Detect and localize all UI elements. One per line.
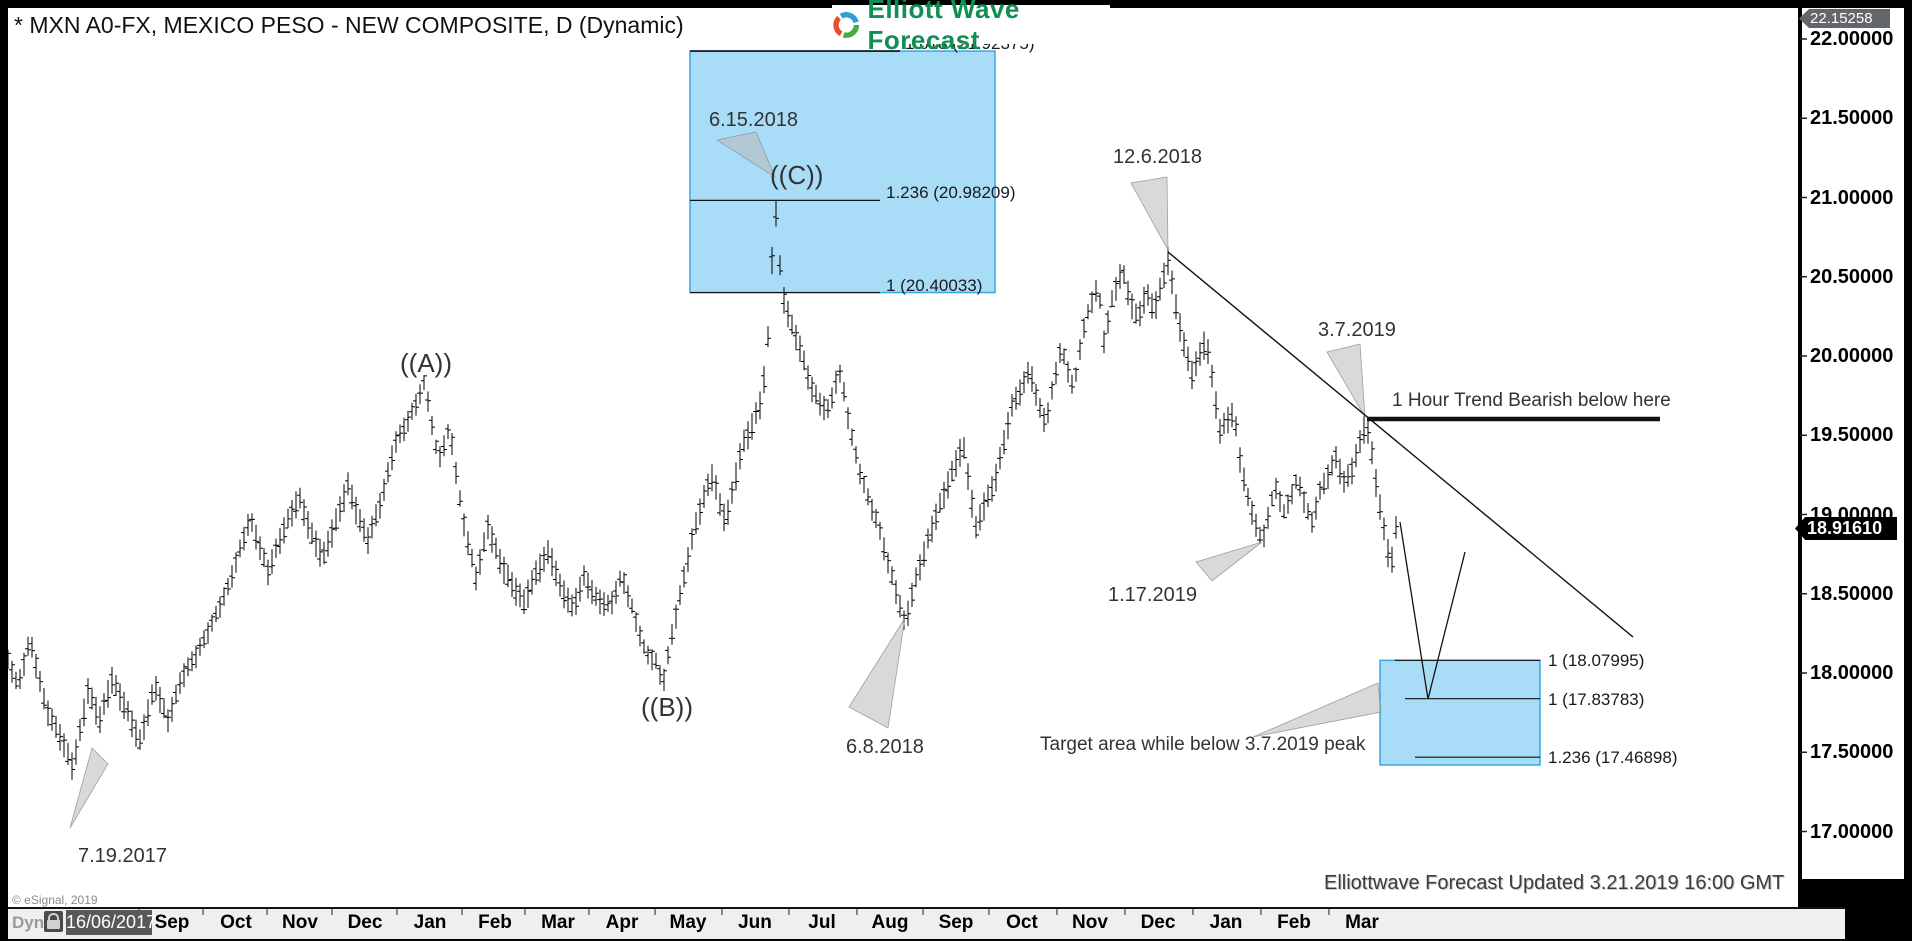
forecast-update-note: Elliottwave Forecast Updated 3.21.2019 1…: [1324, 872, 1785, 894]
lower-fib-box: [1379, 659, 1541, 766]
month-label-17: Feb: [1277, 912, 1311, 933]
note-target-area: Target area while below 3.7.2019 peak: [1040, 734, 1366, 755]
fib-label-upper-2: 1 (20.40033): [886, 275, 983, 295]
pointer-1-17-2019: [1195, 541, 1263, 582]
elliott-wave-forecast-logo: Elliott Wave Forecast: [832, 0, 1110, 55]
pointer-target-area: [1252, 682, 1382, 738]
month-label-5: Feb: [478, 912, 512, 933]
date-3-7-2019: 3.7.2019: [1318, 319, 1396, 341]
time-axis-bar: [8, 907, 1845, 939]
price-tick-label-7: 18.50000: [1810, 582, 1894, 605]
lock-shackle: [48, 913, 59, 922]
pointer-6-8-2018: [848, 617, 906, 729]
note-bearish-trend: 1 Hour Trend Bearish below here: [1392, 390, 1671, 411]
projection-up-line: [1427, 551, 1466, 700]
price-tick-label-8: 18.00000: [1810, 662, 1894, 684]
price-tick-label-10: 17.00000: [1810, 820, 1894, 843]
pointer-7-19-2017: [69, 747, 109, 829]
lock-icon[interactable]: [44, 911, 63, 932]
month-label-0: Sep: [154, 912, 190, 933]
pointer-12-6-2018: [1130, 176, 1169, 251]
date-6-15-2018: 6.15.2018: [709, 109, 798, 131]
start-date-display[interactable]: 16/06/2017: [66, 910, 156, 935]
month-label-7: Apr: [605, 912, 639, 933]
price-tick-label-0: 22.00000: [1810, 28, 1894, 50]
pointer-3-7-2019: [1326, 343, 1366, 418]
price-bars: [5, 199, 1399, 780]
esignal-credit: © eSignal, 2019: [12, 893, 98, 907]
date-1-17-2019: 1.17.2019: [1108, 584, 1197, 606]
month-label-11: Aug: [871, 912, 909, 933]
price-tick-label-2: 21.00000: [1810, 186, 1894, 209]
date-6-8-2018: 6.8.2018: [846, 736, 924, 758]
wave-label-B: ((B)): [641, 692, 693, 722]
month-label-10: Jul: [808, 912, 836, 933]
wave-label-A: ((A)): [400, 348, 452, 378]
month-label-12: Sep: [938, 912, 974, 933]
pointer-6-15-2018: [715, 131, 776, 179]
scale-high-tag: 22.15258: [1799, 9, 1890, 28]
month-label-16: Jan: [1209, 912, 1243, 933]
logo-text: Elliott Wave Forecast: [867, 0, 1020, 55]
month-label-1: Oct: [220, 912, 252, 933]
fib-label-lower-1: 1 (17.83783): [1548, 689, 1645, 709]
projection-down-line: [1399, 521, 1429, 700]
wave-label-C: ((C)): [770, 160, 824, 190]
price-tick-label-3: 20.50000: [1810, 265, 1894, 288]
fib-label-upper-1: 1.236 (20.98209): [886, 183, 1016, 203]
fib-label-lower-0: 1 (18.07995): [1548, 651, 1645, 671]
current-price-tag: 18.91610: [1795, 517, 1897, 540]
month-label-3: Dec: [347, 912, 383, 933]
price-tick-label-5: 19.50000: [1810, 424, 1894, 447]
month-label-18: Mar: [1345, 912, 1379, 933]
month-label-14: Nov: [1072, 912, 1108, 933]
lock-body: [47, 920, 60, 929]
month-label-13: Oct: [1006, 912, 1038, 933]
month-label-2: Nov: [282, 912, 318, 933]
month-label-4: Jan: [413, 912, 447, 933]
month-label-15: Dec: [1140, 912, 1176, 933]
month-label-8: May: [669, 912, 707, 933]
month-label-9: Jun: [738, 912, 772, 933]
date-12-6-2018: 12.6.2018: [1113, 146, 1202, 168]
price-tick-label-4: 20.00000: [1810, 345, 1894, 367]
price-tick-label-1: 21.50000: [1810, 107, 1894, 130]
upper-fib-box: [689, 50, 996, 294]
elliott-wave-swirl-icon: [833, 11, 860, 38]
date-7-19-2017: 7.19.2017: [78, 845, 167, 867]
dynamic-mode-label[interactable]: Dyn: [12, 913, 45, 932]
month-label-6: Mar: [541, 912, 575, 933]
price-tick-label-9: 17.50000: [1810, 741, 1894, 764]
descending-trendline: [1167, 251, 1634, 638]
symbol-title: * MXN A0-FX, MEXICO PESO - NEW COMPOSITE…: [14, 12, 684, 38]
fib-label-lower-2: 1.236 (17.46898): [1548, 748, 1678, 768]
price-axis-panel: [1802, 8, 1904, 879]
